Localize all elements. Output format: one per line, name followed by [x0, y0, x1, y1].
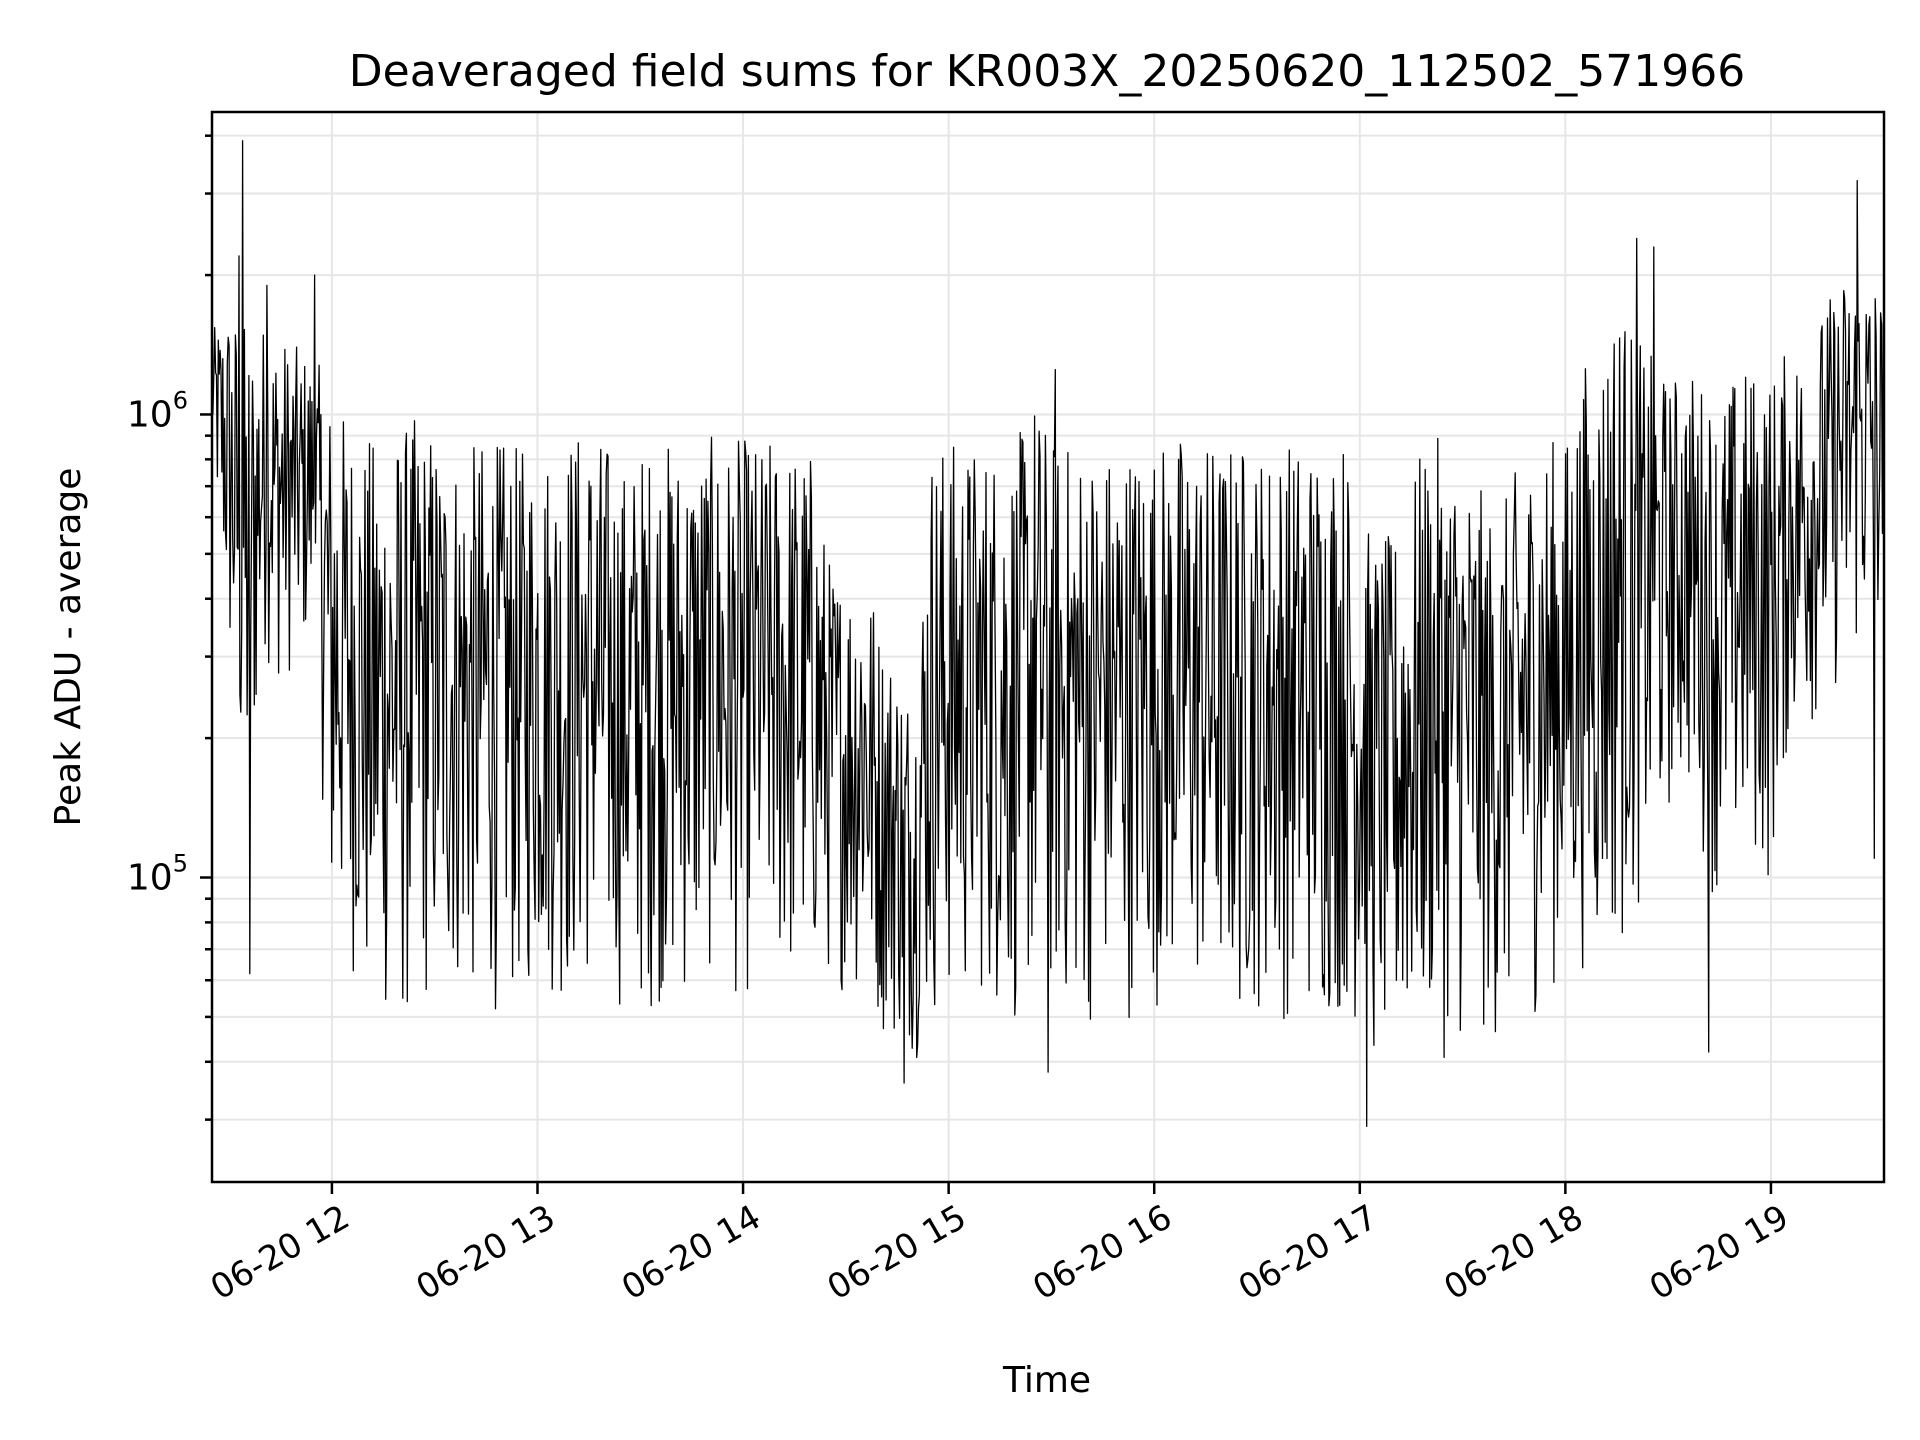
x-tick-label: 06-20 17 [1232, 1197, 1384, 1308]
y-tick-base: 10 [127, 394, 173, 435]
y-axis-label: Peak ADU - average [48, 468, 89, 827]
data-series-line [211, 140, 1884, 1128]
series-layer [211, 140, 1884, 1128]
x-tick-label: 06-20 13 [410, 1197, 562, 1308]
chart-title: Deaveraged field sums for KR003X_2025062… [349, 46, 1745, 97]
plot-frame [210, 110, 1886, 1184]
y-tick-exponent: 6 [173, 386, 188, 414]
x-tick-label: 06-20 15 [821, 1197, 973, 1308]
x-tick-label: 06-20 14 [615, 1197, 767, 1308]
x-tick-label: 06-20 12 [204, 1197, 356, 1308]
y-tick-base: 10 [127, 858, 173, 899]
y-tick-exponent: 5 [173, 850, 188, 878]
x-tick-label: 06-20 16 [1026, 1197, 1178, 1308]
y-tick-label: 106 [127, 386, 188, 435]
x-axis: 06-20 12 06-20 13 06-20 14 06-20 15 06-20 16… [204, 1182, 1795, 1308]
x-tick-label: 06-20 19 [1643, 1197, 1795, 1308]
x-axis-label: Time [1002, 1360, 1091, 1401]
y-tick-label: 105 [127, 850, 188, 899]
x-tick-label: 06-20 18 [1437, 1197, 1589, 1308]
